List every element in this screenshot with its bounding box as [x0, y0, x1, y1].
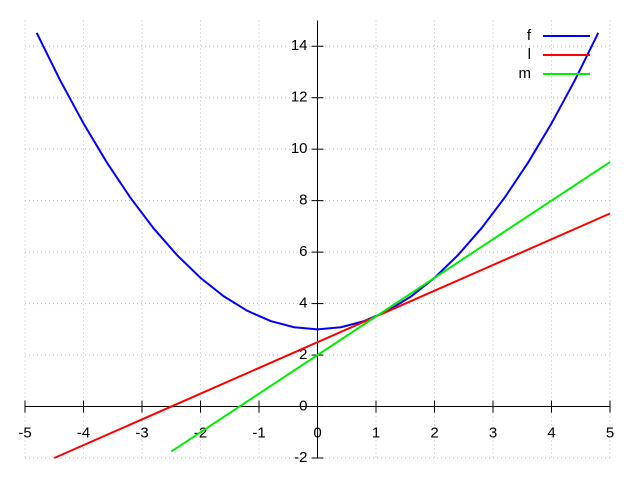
- x-tick-label: 3: [489, 424, 497, 441]
- y-tick-label: 6: [299, 243, 307, 260]
- x-tick-label: 1: [372, 424, 380, 441]
- legend-label: m: [519, 65, 532, 82]
- x-tick-label: -4: [77, 424, 90, 441]
- y-tick-label: 8: [299, 192, 307, 209]
- y-tick-label: 10: [291, 140, 308, 157]
- y-tick-label: 2: [299, 346, 307, 363]
- series-line: [53, 212, 611, 459]
- series-line: [170, 161, 611, 453]
- x-tick-label: -1: [252, 424, 265, 441]
- y-tick-label: 12: [291, 89, 308, 106]
- x-tick-label: -5: [18, 424, 31, 441]
- y-tick-label: 14: [291, 37, 308, 54]
- y-tick-label: 0: [299, 397, 307, 414]
- y-tick-label: 4: [299, 295, 307, 312]
- x-tick-label: 2: [430, 424, 438, 441]
- series-line: [35, 32, 600, 331]
- x-tick-label: 0: [313, 424, 321, 441]
- x-tick-label: -3: [135, 424, 148, 441]
- y-tick-label: -2: [294, 449, 307, 466]
- legend-label: f: [527, 27, 532, 44]
- x-tick-label: 4: [547, 424, 555, 441]
- legend-label: l: [528, 46, 531, 63]
- x-tick-label: 5: [606, 424, 614, 441]
